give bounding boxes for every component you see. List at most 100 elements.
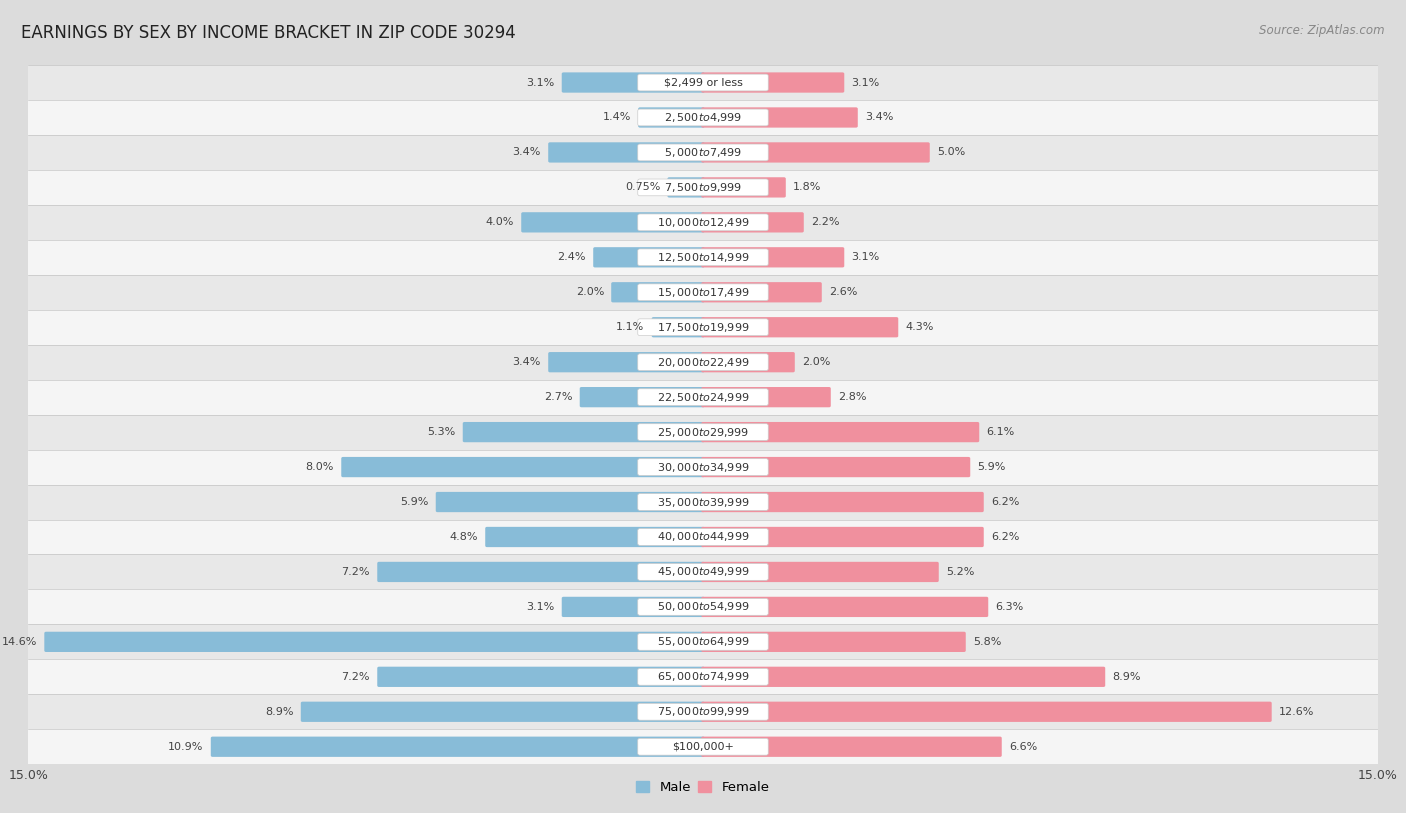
- FancyBboxPatch shape: [638, 144, 768, 161]
- Text: $35,000 to $39,999: $35,000 to $39,999: [657, 496, 749, 508]
- Text: 6.2%: 6.2%: [991, 497, 1019, 507]
- FancyBboxPatch shape: [28, 65, 1378, 100]
- FancyBboxPatch shape: [638, 109, 768, 126]
- FancyBboxPatch shape: [28, 729, 1378, 764]
- Text: $40,000 to $44,999: $40,000 to $44,999: [657, 531, 749, 543]
- Text: $2,500 to $4,999: $2,500 to $4,999: [664, 111, 742, 124]
- Text: 3.4%: 3.4%: [513, 357, 541, 367]
- Text: 8.9%: 8.9%: [1112, 672, 1140, 682]
- FancyBboxPatch shape: [548, 142, 704, 163]
- FancyBboxPatch shape: [702, 317, 898, 337]
- Text: $25,000 to $29,999: $25,000 to $29,999: [657, 426, 749, 438]
- FancyBboxPatch shape: [28, 380, 1378, 415]
- Text: $12,500 to $14,999: $12,500 to $14,999: [657, 251, 749, 263]
- FancyBboxPatch shape: [638, 668, 768, 685]
- FancyBboxPatch shape: [702, 352, 794, 372]
- FancyBboxPatch shape: [562, 72, 704, 93]
- Text: 1.8%: 1.8%: [793, 182, 821, 193]
- Text: 2.0%: 2.0%: [575, 287, 605, 298]
- Text: Source: ZipAtlas.com: Source: ZipAtlas.com: [1260, 24, 1385, 37]
- Text: 10.9%: 10.9%: [169, 741, 204, 752]
- FancyBboxPatch shape: [702, 142, 929, 163]
- FancyBboxPatch shape: [638, 354, 768, 371]
- FancyBboxPatch shape: [702, 702, 1271, 722]
- FancyBboxPatch shape: [28, 345, 1378, 380]
- FancyBboxPatch shape: [301, 702, 704, 722]
- Text: 6.3%: 6.3%: [995, 602, 1024, 612]
- Text: $50,000 to $54,999: $50,000 to $54,999: [657, 601, 749, 613]
- FancyBboxPatch shape: [485, 527, 704, 547]
- Text: $100,000+: $100,000+: [672, 741, 734, 752]
- FancyBboxPatch shape: [702, 387, 831, 407]
- FancyBboxPatch shape: [638, 389, 768, 406]
- FancyBboxPatch shape: [702, 422, 979, 442]
- FancyBboxPatch shape: [638, 74, 768, 91]
- Text: 3.1%: 3.1%: [526, 602, 554, 612]
- FancyBboxPatch shape: [702, 72, 844, 93]
- Text: 0.75%: 0.75%: [624, 182, 661, 193]
- FancyBboxPatch shape: [28, 310, 1378, 345]
- FancyBboxPatch shape: [638, 249, 768, 266]
- FancyBboxPatch shape: [463, 422, 704, 442]
- Text: 7.2%: 7.2%: [342, 672, 370, 682]
- Text: 4.3%: 4.3%: [905, 322, 934, 333]
- FancyBboxPatch shape: [638, 633, 768, 650]
- FancyBboxPatch shape: [652, 317, 704, 337]
- Text: 5.3%: 5.3%: [427, 427, 456, 437]
- Text: $65,000 to $74,999: $65,000 to $74,999: [657, 671, 749, 683]
- FancyBboxPatch shape: [28, 694, 1378, 729]
- Text: 3.4%: 3.4%: [513, 147, 541, 158]
- Text: EARNINGS BY SEX BY INCOME BRACKET IN ZIP CODE 30294: EARNINGS BY SEX BY INCOME BRACKET IN ZIP…: [21, 24, 516, 42]
- Text: $55,000 to $64,999: $55,000 to $64,999: [657, 636, 749, 648]
- Text: 14.6%: 14.6%: [1, 637, 37, 647]
- Text: $30,000 to $34,999: $30,000 to $34,999: [657, 461, 749, 473]
- FancyBboxPatch shape: [638, 424, 768, 441]
- FancyBboxPatch shape: [28, 520, 1378, 554]
- Text: 8.0%: 8.0%: [305, 462, 335, 472]
- Text: $22,500 to $24,999: $22,500 to $24,999: [657, 391, 749, 403]
- Text: 2.0%: 2.0%: [801, 357, 831, 367]
- FancyBboxPatch shape: [638, 179, 768, 196]
- Text: $20,000 to $22,499: $20,000 to $22,499: [657, 356, 749, 368]
- Text: $5,000 to $7,499: $5,000 to $7,499: [664, 146, 742, 159]
- Legend: Male, Female: Male, Female: [631, 776, 775, 799]
- Text: 6.1%: 6.1%: [987, 427, 1015, 437]
- FancyBboxPatch shape: [638, 738, 768, 755]
- FancyBboxPatch shape: [638, 319, 768, 336]
- FancyBboxPatch shape: [45, 632, 704, 652]
- FancyBboxPatch shape: [702, 177, 786, 198]
- Text: 2.6%: 2.6%: [830, 287, 858, 298]
- Text: 2.2%: 2.2%: [811, 217, 839, 228]
- Text: 4.0%: 4.0%: [485, 217, 515, 228]
- Text: 2.8%: 2.8%: [838, 392, 866, 402]
- Text: 8.9%: 8.9%: [266, 706, 294, 717]
- FancyBboxPatch shape: [702, 107, 858, 128]
- FancyBboxPatch shape: [377, 667, 704, 687]
- FancyBboxPatch shape: [342, 457, 704, 477]
- FancyBboxPatch shape: [702, 597, 988, 617]
- FancyBboxPatch shape: [668, 177, 704, 198]
- FancyBboxPatch shape: [702, 212, 804, 233]
- Text: $2,499 or less: $2,499 or less: [664, 77, 742, 88]
- FancyBboxPatch shape: [28, 624, 1378, 659]
- FancyBboxPatch shape: [28, 170, 1378, 205]
- FancyBboxPatch shape: [28, 240, 1378, 275]
- FancyBboxPatch shape: [522, 212, 704, 233]
- Text: $45,000 to $49,999: $45,000 to $49,999: [657, 566, 749, 578]
- FancyBboxPatch shape: [579, 387, 704, 407]
- Text: 6.2%: 6.2%: [991, 532, 1019, 542]
- Text: 3.1%: 3.1%: [852, 77, 880, 88]
- Text: 4.8%: 4.8%: [450, 532, 478, 542]
- Text: $10,000 to $12,499: $10,000 to $12,499: [657, 216, 749, 228]
- FancyBboxPatch shape: [28, 135, 1378, 170]
- FancyBboxPatch shape: [638, 107, 704, 128]
- FancyBboxPatch shape: [28, 205, 1378, 240]
- FancyBboxPatch shape: [548, 352, 704, 372]
- FancyBboxPatch shape: [436, 492, 704, 512]
- FancyBboxPatch shape: [28, 589, 1378, 624]
- FancyBboxPatch shape: [28, 485, 1378, 520]
- Text: 3.1%: 3.1%: [852, 252, 880, 263]
- FancyBboxPatch shape: [612, 282, 704, 302]
- FancyBboxPatch shape: [211, 737, 704, 757]
- Text: 1.1%: 1.1%: [616, 322, 644, 333]
